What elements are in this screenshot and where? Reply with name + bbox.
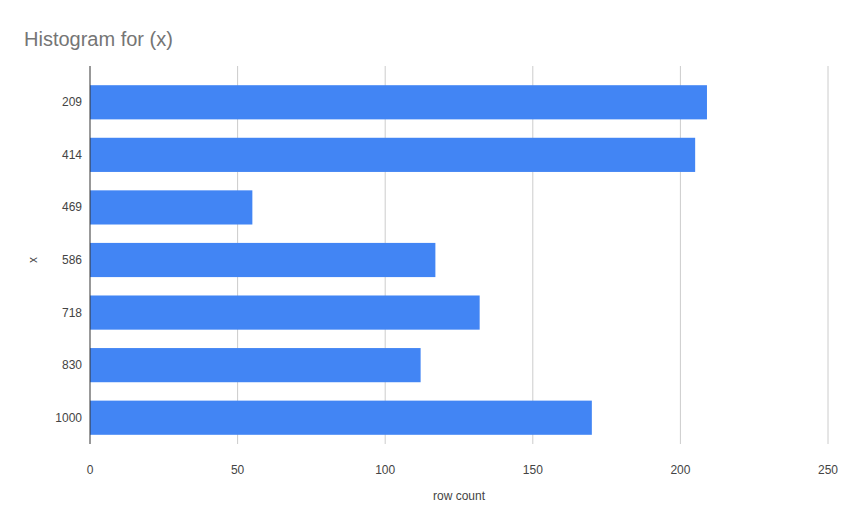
title: Histogram for (x) xyxy=(24,28,173,50)
category-label: 209 xyxy=(62,95,82,109)
category-label: 469 xyxy=(62,200,82,214)
category-label: 718 xyxy=(62,306,82,320)
category-label: 414 xyxy=(62,148,82,162)
axis-line xyxy=(90,66,91,444)
tick-label: 200 xyxy=(670,463,690,477)
tick-label: 100 xyxy=(375,463,395,477)
tick-label: 0 xyxy=(87,463,94,477)
bar xyxy=(90,348,421,382)
tick-label: 50 xyxy=(231,463,245,477)
category-label: 586 xyxy=(62,253,82,267)
bar xyxy=(90,190,252,224)
category-label: 1000 xyxy=(55,411,82,425)
chart-root: Histogram for (x) 0 50 100 150 200 250 209 414 46… xyxy=(0,0,856,530)
bar xyxy=(90,138,695,172)
bar xyxy=(90,243,435,277)
background xyxy=(0,0,856,530)
tick-label: 250 xyxy=(818,463,838,477)
bar xyxy=(90,295,480,329)
tick-label: 150 xyxy=(523,463,543,477)
grid-line xyxy=(828,66,829,444)
x-axis-label: row count xyxy=(433,489,486,503)
grid-line xyxy=(532,66,533,444)
bar xyxy=(90,85,707,119)
y-axis-label: x xyxy=(26,257,40,263)
category-label: 830 xyxy=(62,358,82,372)
grid-line xyxy=(680,66,681,444)
bar xyxy=(90,401,592,435)
bars xyxy=(90,85,707,435)
